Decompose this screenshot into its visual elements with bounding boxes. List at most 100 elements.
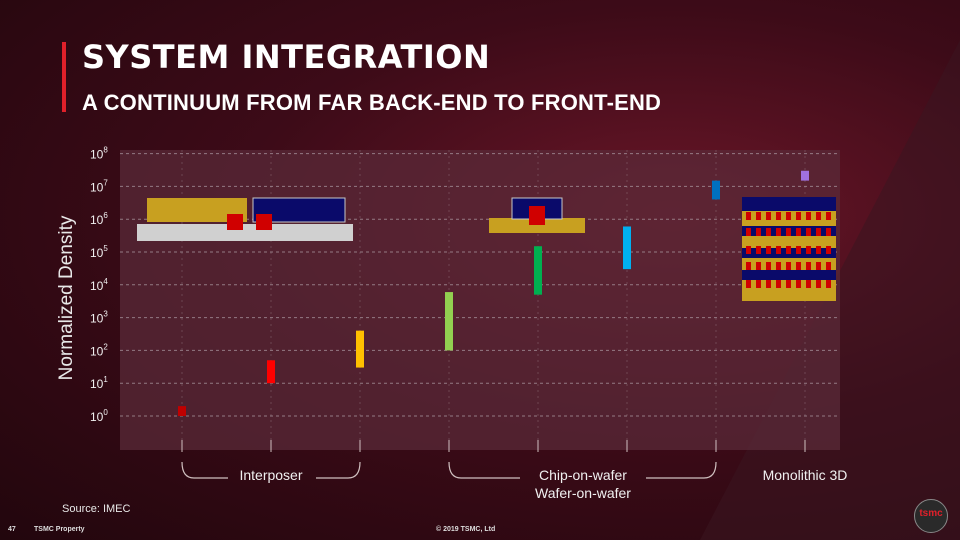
mono3d-via: [816, 280, 821, 288]
y-tick-exponent: 6: [103, 211, 108, 220]
tsmc-logo-text: tsmc: [919, 508, 943, 519]
density-bar: [267, 360, 275, 384]
property-note: TSMC Property: [34, 526, 85, 533]
group-label-wafer-on-wafer: Wafer-on-wafer: [535, 485, 631, 501]
density-bar: [178, 406, 186, 416]
density-bar: [801, 170, 809, 181]
group-bracket-left: [181, 461, 195, 479]
y-tick-base: 10: [90, 410, 104, 424]
y-tick-base: 10: [90, 148, 104, 162]
mono3d-layer: [742, 270, 836, 280]
mono3d-via: [786, 280, 791, 288]
mono3d-via: [806, 246, 811, 254]
mono3d-via: [766, 246, 771, 254]
mono3d-via: [786, 228, 791, 236]
y-tick-exponent: 2: [103, 342, 108, 351]
y-tick-base: 10: [90, 180, 104, 194]
y-tick-label: 102: [90, 342, 108, 358]
mono3d-via: [816, 212, 821, 220]
y-tick-exponent: 8: [103, 146, 108, 155]
mono3d-via: [766, 280, 771, 288]
mono3d-via: [796, 212, 801, 220]
y-tick-base: 10: [90, 213, 104, 227]
mono3d-via: [776, 246, 781, 254]
density-bar: [623, 226, 631, 270]
interposer-illustration: [137, 197, 353, 241]
mono3d-via: [796, 228, 801, 236]
group-label-interposer: Interposer: [239, 467, 302, 483]
x-axis-groups: Interposer Chip-on-wafer Wafer-on-wafer Mon…: [181, 461, 847, 501]
mono3d-via: [756, 280, 761, 288]
y-tick-base: 10: [90, 344, 104, 358]
density-bars: [178, 170, 809, 416]
group-bracket-right: [703, 461, 717, 479]
y-tick-label: 105: [90, 244, 108, 260]
mono3d-via: [786, 246, 791, 254]
page-number: 47: [8, 526, 16, 533]
page-subtitle: A CONTINUUM FROM FAR BACK-END TO FRONT-E…: [82, 90, 662, 115]
source-note: Source: IMEC: [62, 503, 131, 515]
monolithic-3d-illustration: [742, 197, 836, 301]
y-axis-label-group: Normalized Density: [56, 215, 77, 380]
mono3d-via: [746, 212, 751, 220]
interposer-substrate: [137, 224, 353, 241]
mono3d-via: [776, 212, 781, 220]
copyright-note: © 2019 TSMC, Ltd: [436, 526, 496, 533]
mono3d-via: [766, 212, 771, 220]
mono3d-via: [776, 228, 781, 236]
mono3d-layer: [742, 292, 836, 301]
mono3d-via: [776, 280, 781, 288]
mono3d-via: [826, 212, 831, 220]
y-tick-label: 100: [90, 408, 108, 424]
y-tick-base: 10: [90, 377, 104, 391]
y-tick-label: 103: [90, 310, 108, 326]
mono3d-layer: [742, 197, 836, 211]
group-bracket-right: [347, 461, 361, 479]
mono3d-via: [796, 262, 801, 270]
mono3d-via: [756, 246, 761, 254]
mono3d-via: [816, 246, 821, 254]
mono3d-via: [806, 228, 811, 236]
mono3d-via: [826, 246, 831, 254]
y-tick-label: 107: [90, 178, 108, 194]
y-tick-label: 104: [90, 277, 108, 293]
y-tick-label: 101: [90, 375, 108, 391]
mono3d-via: [826, 280, 831, 288]
mono3d-via: [826, 228, 831, 236]
interposer-bump-left: [227, 214, 243, 230]
mono3d-via: [766, 228, 771, 236]
density-bar: [534, 246, 542, 295]
mono3d-via: [756, 212, 761, 220]
group-bracket-left: [448, 461, 462, 479]
mono3d-via: [746, 246, 751, 254]
mono3d-via: [786, 262, 791, 270]
title-accent-bar: [62, 42, 66, 112]
density-bar: [712, 180, 720, 200]
mono3d-via: [786, 212, 791, 220]
y-tick-base: 10: [90, 246, 104, 260]
mono3d-via: [796, 246, 801, 254]
mono3d-via: [806, 262, 811, 270]
mono3d-via: [806, 212, 811, 220]
group-label-chip-on-wafer: Chip-on-wafer: [539, 467, 627, 483]
y-tick-exponent: 1: [103, 375, 108, 384]
cow-bond: [529, 206, 545, 225]
y-tick-exponent: 5: [103, 244, 108, 253]
chip-on-wafer-illustration: [489, 197, 585, 233]
mono3d-via: [796, 280, 801, 288]
tsmc-logo: [914, 499, 948, 533]
interposer-bump-right: [256, 214, 272, 230]
y-axis-label: Normalized Density: [56, 215, 77, 380]
plot-area: [120, 150, 840, 450]
y-tick-exponent: 4: [103, 277, 108, 286]
mono3d-via: [816, 262, 821, 270]
mono3d-via: [806, 280, 811, 288]
density-bar: [445, 292, 453, 351]
mono3d-via: [746, 228, 751, 236]
mono3d-via: [756, 228, 761, 236]
cow-wafer: [489, 218, 585, 233]
mono3d-via: [826, 262, 831, 270]
mono3d-via: [776, 262, 781, 270]
